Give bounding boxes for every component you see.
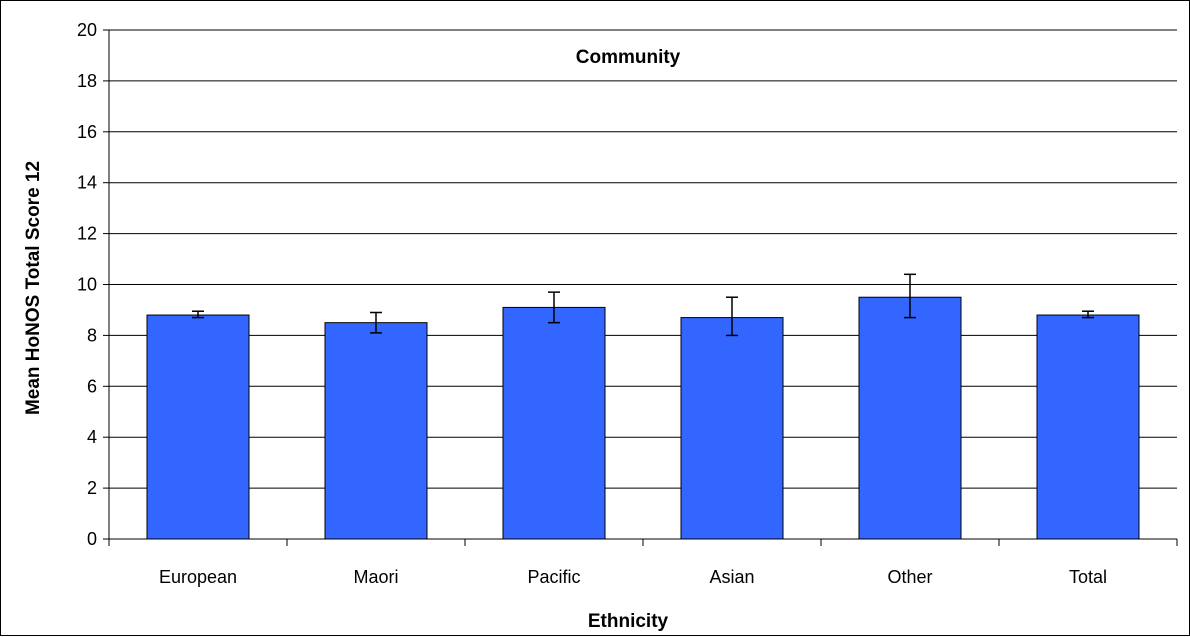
y-tick-label: 4 <box>87 427 97 447</box>
y-tick-label: 20 <box>77 20 97 40</box>
tick-labels: 0 2 4 6 8 10 12 14 16 18 20 European Maori Pacific Asi… <box>77 20 1107 587</box>
y-tick-label: 18 <box>77 71 97 91</box>
x-tick-label: Other <box>887 567 932 587</box>
axes <box>103 29 1178 546</box>
x-tick-label: Asian <box>709 567 754 587</box>
y-tick-label: 14 <box>77 173 97 193</box>
y-tick-label: 6 <box>87 376 97 396</box>
y-tick-label: 10 <box>77 275 97 295</box>
x-tick-label: Total <box>1069 567 1107 587</box>
error-bar-asian <box>726 296 738 337</box>
error-bar-european <box>192 310 204 319</box>
x-axis-title: Ethnicity <box>588 611 669 632</box>
y-tick-label: 12 <box>77 224 97 244</box>
error-bar-other <box>904 273 916 319</box>
y-tick-label: 2 <box>87 478 97 498</box>
bar-european <box>146 314 250 540</box>
x-tick-label: European <box>159 567 237 587</box>
bar-other <box>858 296 962 540</box>
x-tick-label: Maori <box>353 567 398 587</box>
y-axis-title: Mean HoNOS Total Score 12 <box>23 161 44 415</box>
x-tick-label: Pacific <box>527 567 580 587</box>
y-tick-label: 16 <box>77 122 97 142</box>
bar-pacific <box>502 306 606 540</box>
bar-asian <box>680 317 784 540</box>
error-bar-total <box>1082 310 1094 319</box>
y-tick-label: 8 <box>87 325 97 345</box>
error-bar-pacific <box>548 291 560 324</box>
bar-maori <box>324 322 428 540</box>
error-bars <box>192 273 1094 337</box>
bar-total <box>1036 314 1140 540</box>
chart-title: Community <box>576 47 681 68</box>
gridlines <box>109 29 1177 489</box>
y-tick-label: 0 <box>87 529 97 549</box>
bars <box>146 296 1140 540</box>
error-bar-maori <box>370 311 382 334</box>
